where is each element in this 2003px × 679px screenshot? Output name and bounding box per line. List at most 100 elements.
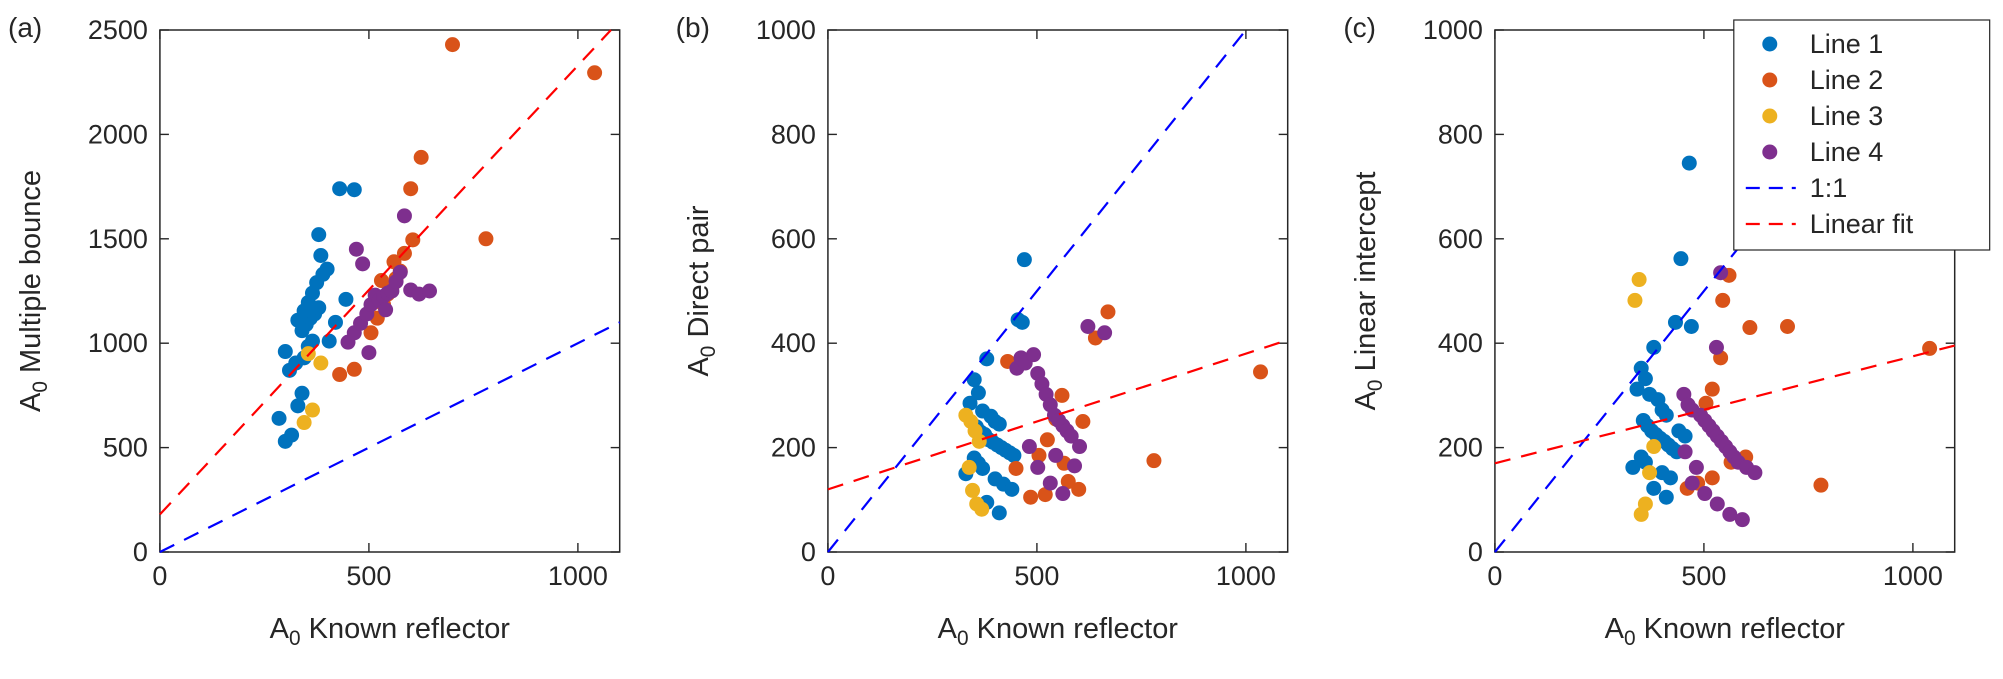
data-point: [1684, 318, 1700, 334]
data-point: [1146, 453, 1162, 469]
data-point: [1054, 486, 1070, 502]
data-point: [1715, 292, 1731, 308]
data-point: [974, 460, 990, 476]
panel-b-chart: 0 500 1000 0 200 400 600 800 1000 A0 Known reflec…: [683, 15, 1289, 650]
scatter-series-line-4: [1676, 265, 1763, 528]
x-axis: 0 500 1000: [1488, 30, 1943, 591]
panel-b: (b) 0 500 1000 0 200 400 600 800 1000 A0 Known re…: [668, 0, 1336, 679]
data-point: [1697, 486, 1713, 502]
data-point: [1638, 371, 1654, 387]
legend-entry-linear-fit: Linear fit: [1746, 209, 1914, 239]
data-point: [966, 372, 982, 388]
x-tick-label: 500: [1682, 561, 1727, 591]
data-point: [1025, 347, 1041, 363]
data-point: [1698, 395, 1714, 411]
data-point: [961, 459, 977, 475]
y-tick-label: 800: [771, 119, 816, 149]
legend-label: Line 4: [1810, 137, 1884, 167]
data-point: [304, 402, 320, 418]
panel-a-label: (a): [8, 12, 43, 43]
scatter-series-line-3: [1627, 272, 1662, 522]
data-point: [284, 427, 300, 443]
legend-marker-icon: [1762, 144, 1778, 160]
legend-label: Line 2: [1810, 65, 1884, 95]
y-tick-label: 800: [1438, 119, 1483, 149]
scatter-series-line-4: [340, 208, 438, 361]
data-point: [396, 208, 412, 224]
data-point: [1008, 460, 1024, 476]
y-tick-label: 0: [133, 537, 148, 567]
data-point: [311, 227, 327, 243]
data-point: [991, 505, 1007, 521]
x-tick-label: 500: [1014, 561, 1059, 591]
x-tick-label: 0: [152, 561, 167, 591]
data-point: [313, 248, 329, 264]
data-point: [1100, 304, 1116, 320]
panel-b-label: (b): [675, 12, 710, 43]
data-point: [1659, 407, 1675, 423]
y-tick-label: 1000: [1423, 15, 1483, 45]
data-point: [1252, 364, 1268, 380]
x-tick-label: 0: [820, 561, 835, 591]
legend-entry-line-3: Line 3: [1762, 101, 1884, 131]
legend-entry-line-2: Line 2: [1762, 65, 1884, 95]
y-tick-label: 200: [1438, 433, 1483, 463]
panel-c-chart: 0 500 1000 0 200 400 600 800 1000 A0 Known reflec…: [1350, 15, 1991, 650]
data-point: [304, 333, 320, 349]
data-point: [346, 182, 362, 198]
data-point: [1682, 155, 1698, 171]
data-point: [1742, 320, 1758, 336]
data-point: [296, 415, 312, 431]
y-tick-label: 400: [771, 328, 816, 358]
data-point: [346, 361, 362, 377]
data-point: [1042, 475, 1058, 491]
data-point: [1070, 481, 1086, 497]
data-point: [327, 314, 343, 330]
legend-entry-1-1: 1:1: [1746, 173, 1848, 203]
panel-c-label: (c): [1343, 12, 1376, 43]
data-point: [478, 231, 494, 247]
data-point: [587, 65, 603, 81]
scatter-series-line-1: [1625, 155, 1700, 505]
data-point: [1080, 318, 1096, 334]
data-point: [271, 410, 287, 426]
data-point: [338, 291, 354, 307]
x-axis: 0 500 1000: [152, 30, 608, 591]
y-tick-label: 1500: [88, 224, 148, 254]
legend-entry-line-1: Line 1: [1762, 29, 1884, 59]
data-point: [1014, 314, 1030, 330]
data-point: [1646, 339, 1662, 355]
data-point: [332, 181, 348, 197]
data-point: [332, 367, 348, 383]
data-point: [1627, 292, 1643, 308]
data-point: [1031, 447, 1047, 463]
y-axis-label: A0 Linear intercept: [1350, 172, 1387, 411]
data-point: [1096, 325, 1112, 341]
data-point: [290, 398, 306, 414]
legend-label: Line 3: [1810, 101, 1884, 131]
data-point: [962, 395, 978, 411]
data-point: [1709, 339, 1725, 355]
data-point: [1029, 459, 1045, 475]
ref-line-1-1: [159, 321, 621, 553]
ref-line-linear-fit: [159, 29, 612, 516]
data-point: [1710, 496, 1726, 512]
data-point: [1021, 439, 1037, 455]
data-point: [348, 241, 364, 257]
data-point: [1677, 428, 1693, 444]
y-tick-label: 2000: [88, 119, 148, 149]
data-point: [355, 256, 371, 272]
legend-label: 1:1: [1810, 173, 1848, 203]
panel-a-chart: 0 500 1000 0 500 1000 1500 2000 2500 A0 Known ref…: [15, 15, 621, 650]
data-point: [1004, 481, 1019, 497]
y-tick-label: 0: [1468, 537, 1483, 567]
data-point: [1673, 251, 1689, 267]
data-point: [1039, 432, 1055, 448]
data-point: [1634, 506, 1650, 522]
data-point: [422, 283, 438, 299]
data-point: [405, 232, 421, 248]
data-point: [1022, 489, 1038, 505]
y-tick-label: 600: [1438, 224, 1483, 254]
data-point: [445, 37, 461, 53]
